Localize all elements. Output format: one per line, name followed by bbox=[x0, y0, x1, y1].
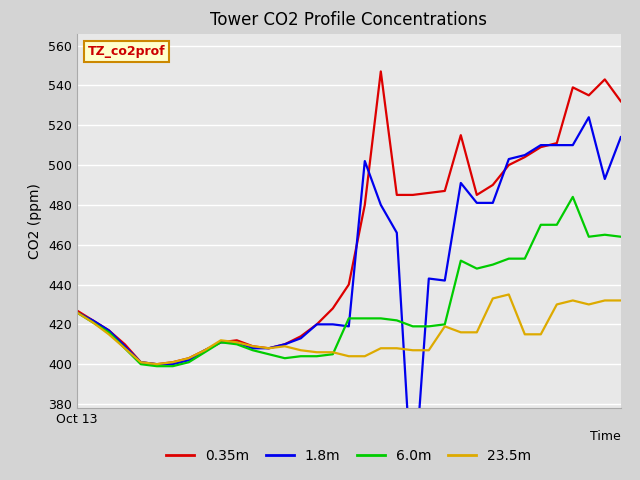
Legend: 0.35m, 1.8m, 6.0m, 23.5m: 0.35m, 1.8m, 6.0m, 23.5m bbox=[161, 444, 537, 468]
Title: Tower CO2 Profile Concentrations: Tower CO2 Profile Concentrations bbox=[211, 11, 487, 29]
Text: Time: Time bbox=[590, 431, 621, 444]
Text: TZ_co2prof: TZ_co2prof bbox=[88, 45, 165, 58]
Y-axis label: CO2 (ppm): CO2 (ppm) bbox=[28, 183, 42, 259]
